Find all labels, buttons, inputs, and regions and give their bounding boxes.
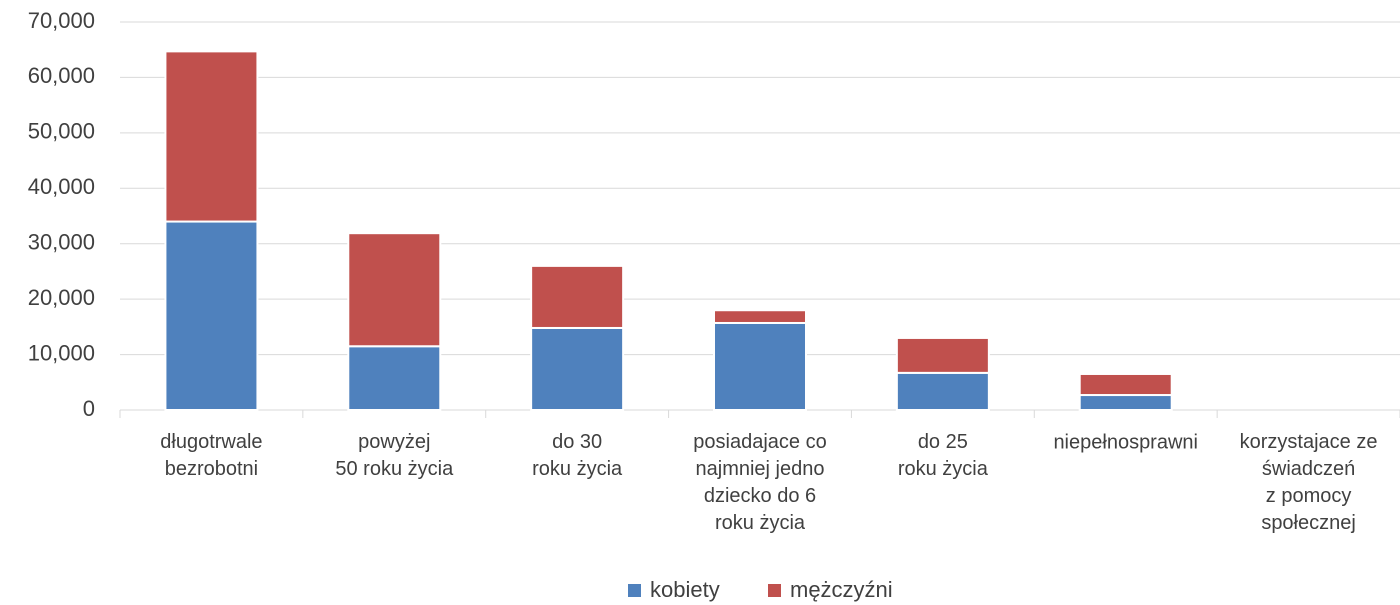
bar-segment [164, 220, 259, 411]
y-tick-label: 30,000 [28, 230, 95, 255]
legend-swatch [768, 584, 781, 597]
bar-segment [1078, 372, 1173, 397]
legend-swatch [628, 584, 641, 597]
x-tick-label: niepełnosprawni [1053, 431, 1198, 453]
y-tick-label: 50,000 [28, 119, 95, 144]
y-tick-label: 70,000 [28, 8, 95, 33]
bar-segment [895, 336, 990, 374]
bar-segment [530, 326, 625, 412]
bar-segment [530, 264, 625, 329]
y-tick-label: 20,000 [28, 285, 95, 310]
legend-label: kobiety [650, 577, 720, 602]
bar-segment [895, 371, 990, 411]
y-tick-label: 0 [83, 396, 95, 421]
x-tick-label: powyżej 50 roku życia [335, 431, 454, 480]
y-tick-label: 40,000 [28, 174, 95, 199]
y-tick-label: 60,000 [28, 63, 95, 88]
x-tick-label: korzystajace ze świadczeń z pomocy społeczn… [1240, 431, 1378, 534]
y-tick-label: 10,000 [28, 340, 95, 365]
bar-segment [713, 309, 807, 324]
x-tick-label: do 25 roku życia [898, 431, 989, 480]
bar-segment [347, 345, 442, 411]
legend-label: mężczyźni [790, 577, 893, 602]
x-tick-label: długotrwale bezrobotni [160, 431, 262, 480]
x-tick-label: do 30 roku życia [532, 431, 623, 480]
bar-segment [1078, 394, 1173, 411]
bar-segment [347, 232, 442, 348]
x-tick-label: posiadajace co najmniej jedno dziecko do 6… [693, 431, 826, 534]
bar-segment [164, 50, 259, 223]
bar-segment [713, 321, 807, 411]
